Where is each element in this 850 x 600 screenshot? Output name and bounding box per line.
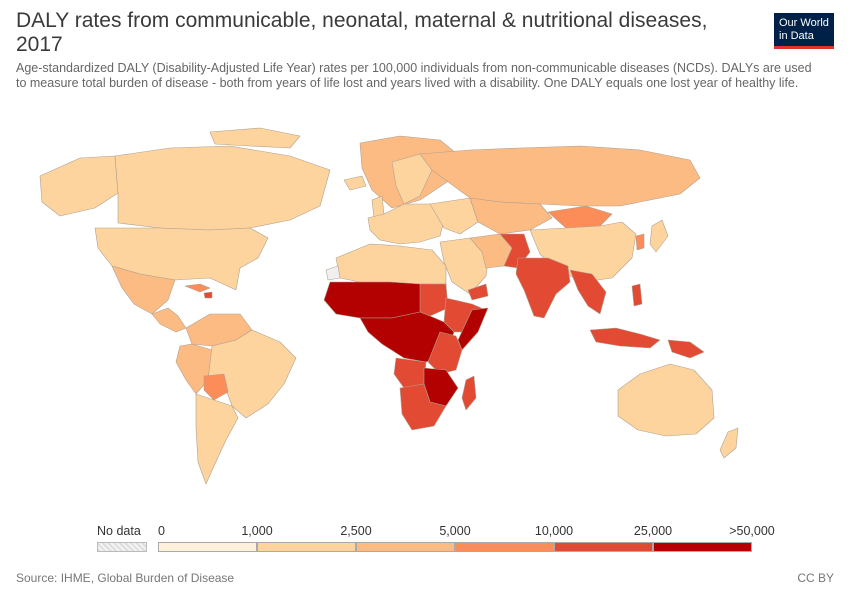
source-note[interactable]: Source: IHME, Global Burden of Disease	[16, 571, 235, 585]
legend-break-label: >50,000	[729, 524, 775, 538]
legend-break-label: 5,000	[439, 524, 471, 538]
legend-nodata-label: No data	[97, 524, 141, 538]
legend: No data 0 1,000 2,500 5,000 10,000 25,000 >50,…	[0, 520, 850, 560]
region-canada[interactable]	[114, 145, 331, 231]
region-bolivia[interactable]	[203, 373, 229, 401]
logo-line-2: in Data	[779, 29, 814, 42]
license-link[interactable]: CC BY	[797, 571, 834, 585]
owid-logo[interactable]: Our World in Data	[774, 13, 834, 49]
region-caribbean[interactable]	[184, 283, 211, 293]
region-eastern-europe[interactable]	[429, 197, 479, 235]
legend-bin[interactable]	[158, 542, 257, 552]
region-iceland[interactable]	[343, 175, 367, 191]
legend-bin[interactable]	[554, 542, 653, 552]
region-europe[interactable]	[367, 203, 445, 245]
region-indonesia[interactable]	[589, 327, 661, 349]
region-mexico[interactable]	[111, 265, 176, 315]
region-south-africa[interactable]	[399, 383, 447, 431]
chart-subtitle: Age-standardized DALY (Disability-Adjust…	[16, 61, 812, 90]
logo-line-1: Our World	[779, 16, 829, 29]
region-east-africa[interactable]	[427, 331, 463, 375]
region-yemen[interactable]	[467, 283, 489, 301]
region-philippines[interactable]	[631, 283, 643, 307]
legend-bin[interactable]	[257, 542, 356, 552]
legend-break-label: 0	[158, 524, 165, 538]
legend-bin[interactable]	[455, 542, 554, 552]
legend-bin[interactable]	[356, 542, 455, 552]
legend-bin[interactable]	[653, 542, 752, 552]
legend-break-label: 2,500	[340, 524, 372, 538]
legend-break-label: 10,000	[534, 524, 574, 538]
region-australia[interactable]	[617, 363, 715, 437]
region-argentina-chile[interactable]	[195, 393, 239, 485]
region-arctic-islands[interactable]	[209, 127, 301, 149]
region-alaska[interactable]	[39, 155, 119, 217]
region-korea[interactable]	[635, 233, 645, 251]
region-angola[interactable]	[393, 357, 427, 389]
region-central-asia[interactable]	[469, 197, 553, 235]
region-sudan[interactable]	[419, 283, 449, 317]
region-western-sahara[interactable]	[325, 265, 341, 281]
legend-break-label: 25,000	[633, 524, 673, 538]
region-haiti[interactable]	[203, 291, 213, 299]
region-north-africa[interactable]	[335, 243, 447, 285]
region-madagascar[interactable]	[461, 375, 477, 411]
chart-title: DALY rates from communicable, neonatal, …	[16, 9, 708, 56]
region-russia[interactable]	[419, 145, 701, 207]
region-new-zealand[interactable]	[719, 427, 739, 459]
world-map	[39, 127, 739, 485]
region-png[interactable]	[667, 339, 705, 359]
region-japan[interactable]	[649, 219, 669, 253]
region-somalia[interactable]	[457, 307, 489, 351]
region-peru[interactable]	[175, 343, 213, 395]
legend-nodata-swatch	[97, 542, 147, 552]
region-central-america[interactable]	[151, 307, 187, 333]
legend-break-label: 1,000	[241, 524, 273, 538]
region-mongolia[interactable]	[547, 205, 613, 229]
region-southeast-asia[interactable]	[569, 269, 607, 315]
region-india[interactable]	[515, 257, 571, 319]
